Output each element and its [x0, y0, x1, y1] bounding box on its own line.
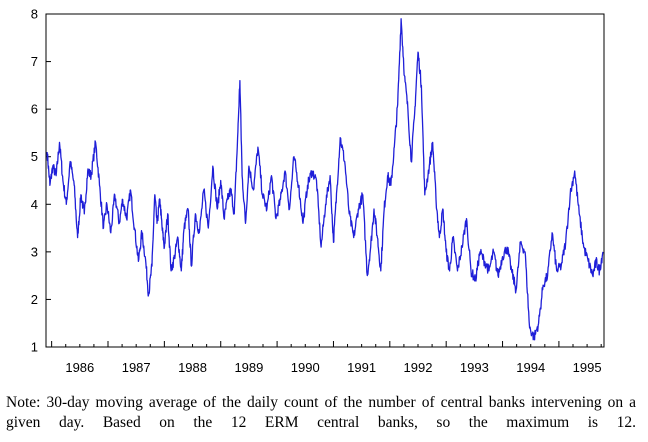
y-tick-label: 1 — [31, 340, 38, 355]
y-axis: 1 2 3 4 5 6 7 8 — [31, 7, 51, 355]
y-tick-label: 2 — [31, 292, 38, 307]
series-line — [46, 18, 604, 341]
x-tick-label: 1993 — [460, 360, 489, 375]
x-tick-label: 1992 — [404, 360, 433, 375]
y-tick-label: 4 — [31, 197, 38, 212]
x-tick-label: 1994 — [516, 360, 545, 375]
plot-frame — [45, 13, 605, 348]
x-tick-label: 1986 — [65, 360, 94, 375]
y-tick-label: 3 — [31, 244, 38, 259]
x-tick-label: 1988 — [178, 360, 207, 375]
x-axis: 1986 1987 1988 1989 1990 1991 1992 1993 1994 1995 — [51, 341, 602, 375]
x-tick-label: 1991 — [347, 360, 376, 375]
y-tick-label: 6 — [31, 102, 38, 117]
x-tick-label: 1989 — [234, 360, 263, 375]
x-tick-label: 1990 — [291, 360, 320, 375]
line-chart: 1 2 3 4 5 6 7 8 1986 1987 1988 1989 1990 1991 1992 199… — [31, 7, 605, 375]
x-tick-label: 1995 — [573, 360, 602, 375]
figure-note: Note: 30-day moving average of the daily… — [6, 394, 636, 431]
y-tick-label: 7 — [31, 54, 38, 69]
x-tick-label: 1987 — [122, 360, 151, 375]
y-tick-label: 5 — [31, 149, 38, 164]
y-tick-label: 8 — [31, 7, 38, 22]
